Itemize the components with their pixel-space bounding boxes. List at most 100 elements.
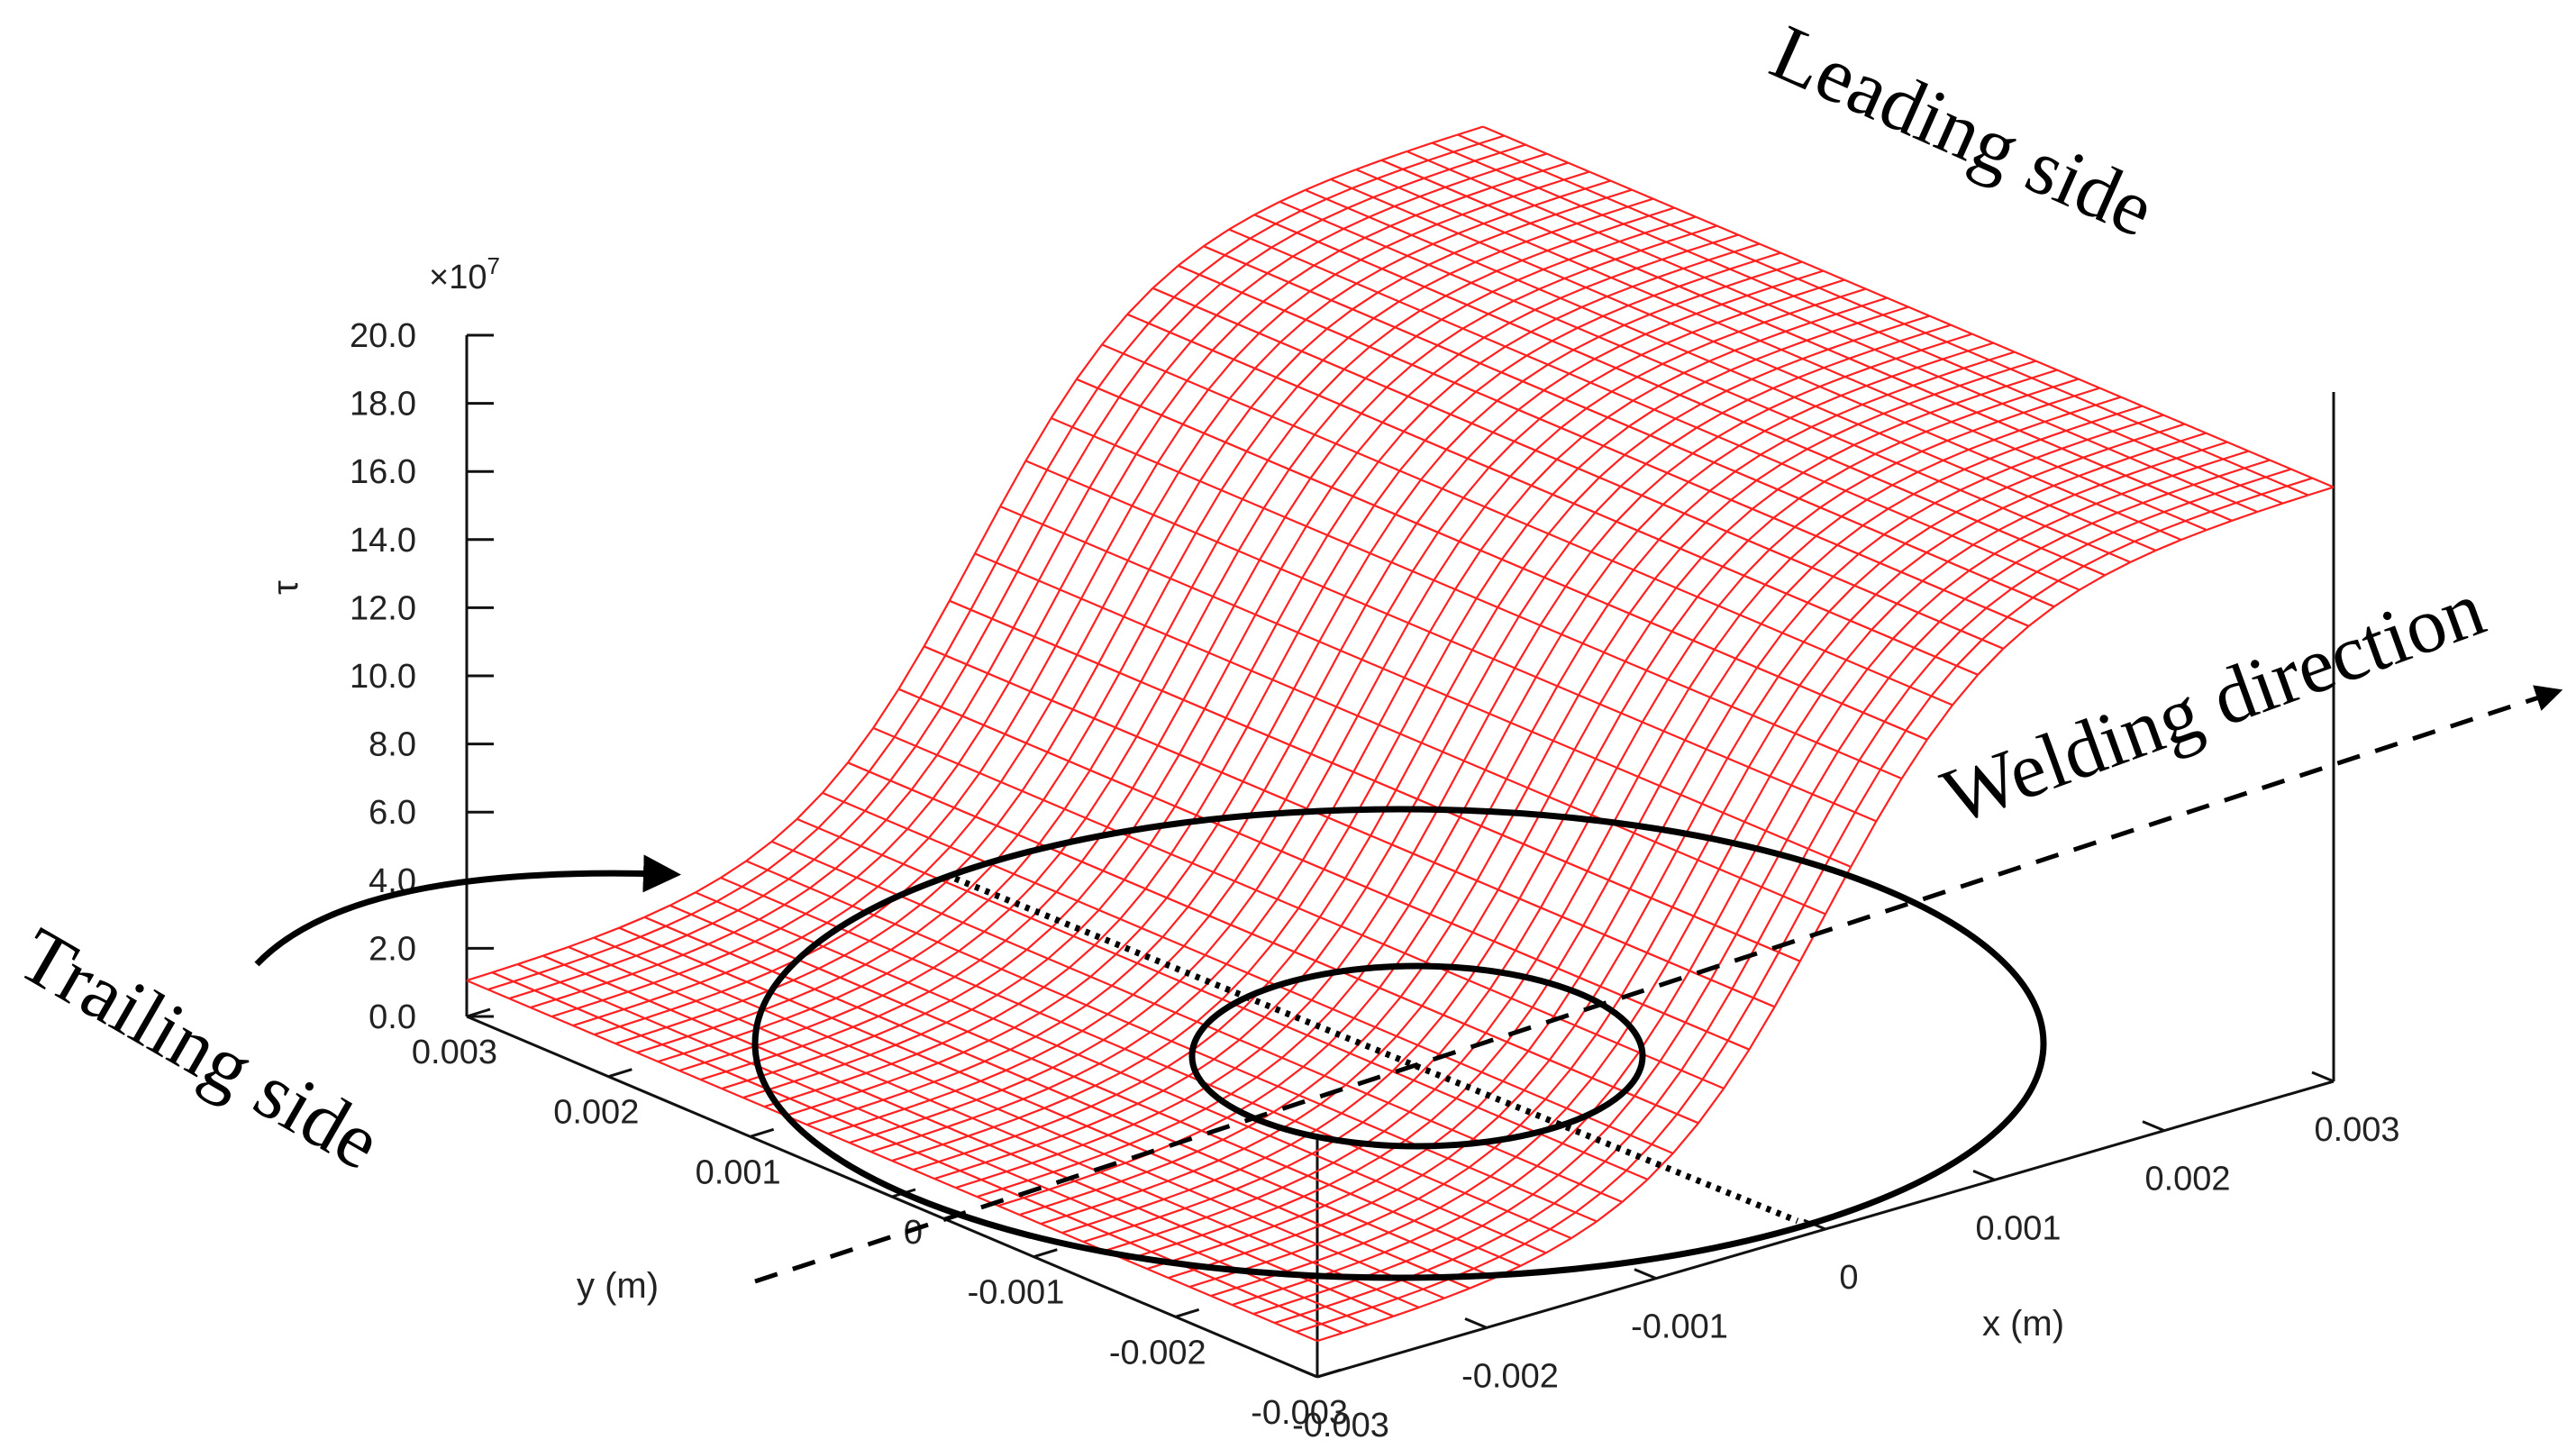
mesh-segment <box>1273 1225 1297 1236</box>
mesh-segment <box>975 985 998 997</box>
mesh-segment <box>1721 412 1744 424</box>
mesh-segment <box>1218 1252 1245 1263</box>
mesh-segment <box>1333 1162 1355 1173</box>
mesh-segment <box>1508 213 1531 224</box>
mesh-segment <box>674 981 701 993</box>
mesh-segment <box>2009 368 2033 379</box>
mesh-segment <box>1722 565 1745 577</box>
mesh-segment <box>1573 703 1601 751</box>
mesh-segment <box>1297 586 1324 633</box>
mesh-segment <box>966 864 994 892</box>
mesh-segment <box>1579 1161 1607 1185</box>
mesh-segment <box>1230 1076 1258 1096</box>
mesh-segment <box>1892 612 1919 640</box>
mesh-segment <box>1556 458 1579 469</box>
mesh-segment <box>1501 558 1524 570</box>
mesh-segment <box>1789 405 1816 419</box>
mesh-segment <box>2096 493 2122 506</box>
mesh-segment <box>805 913 828 925</box>
mesh-segment <box>971 1116 995 1128</box>
mesh-segment <box>1593 249 1616 260</box>
mesh-segment <box>1320 1213 1347 1226</box>
mesh-segment <box>678 1062 705 1072</box>
mesh-segment <box>1213 1039 1241 1061</box>
mesh-segment <box>1290 1243 1317 1254</box>
mesh-segment <box>1819 385 1842 397</box>
mesh-segment <box>908 1080 934 1092</box>
mesh-segment <box>1596 1033 1618 1044</box>
mesh-segment <box>1794 506 1821 528</box>
mesh-segment <box>1022 977 1045 989</box>
mesh-segment <box>555 998 578 1010</box>
mesh-segment <box>1559 187 1586 198</box>
mesh-segment <box>924 999 951 1015</box>
mesh-segment <box>1506 1210 1530 1222</box>
mesh-segment <box>1470 269 1497 284</box>
mesh-segment <box>2257 502 2283 514</box>
mesh-segment <box>1772 516 1796 528</box>
mesh-segment <box>1679 522 1707 550</box>
mesh-segment <box>687 934 709 945</box>
mesh-segment <box>1637 775 1661 788</box>
mesh-segment <box>1764 430 1787 442</box>
mesh-segment <box>1056 1030 1083 1047</box>
mesh-segment <box>1549 1059 1571 1071</box>
mesh-segment <box>1335 934 1363 971</box>
mesh-segment <box>1738 430 1766 447</box>
mesh-segment <box>1394 205 1416 217</box>
mesh-segment <box>1153 1002 1177 1014</box>
mesh-segment <box>869 1053 892 1065</box>
mesh-segment <box>1721 294 1748 305</box>
mesh-segment <box>1450 597 1478 642</box>
mesh-segment <box>1725 285 1748 297</box>
mesh-segment <box>1400 996 1423 1007</box>
mesh-segment <box>1348 505 1376 545</box>
mesh-segment <box>928 990 951 1002</box>
mesh-segment <box>712 922 734 934</box>
mesh-segment <box>1319 1103 1343 1115</box>
mesh-segment <box>979 771 1002 783</box>
mesh-segment <box>1203 432 1226 443</box>
mesh-segment <box>1597 324 1625 338</box>
mesh-segment <box>1293 641 1321 689</box>
mesh-segment <box>1344 834 1372 879</box>
mesh-segment <box>2261 485 2288 496</box>
mesh-segment <box>1777 358 1803 370</box>
mesh-segment <box>1390 523 1418 563</box>
mesh-segment <box>720 877 743 889</box>
mesh-segment <box>1497 568 1525 608</box>
mesh-segment <box>1499 143 1526 154</box>
mesh-segment <box>1157 461 1179 474</box>
mesh-segment <box>959 1170 982 1181</box>
mesh-segment <box>1552 977 1580 1017</box>
mesh-segment <box>2210 501 2237 513</box>
mesh-segment <box>991 617 1015 629</box>
mesh-segment <box>641 1026 667 1037</box>
mesh-segment <box>1492 408 1519 433</box>
mesh-segment <box>542 945 569 957</box>
mesh-segment <box>1900 570 1924 582</box>
mesh-segment <box>580 981 607 993</box>
mesh-segment <box>1496 269 1519 281</box>
mesh-segment <box>1243 1147 1266 1159</box>
y-tick-mark <box>607 1068 633 1079</box>
mesh-segment <box>1642 961 1670 1006</box>
mesh-segment <box>980 1179 1004 1190</box>
mesh-segment <box>959 1060 986 1073</box>
mesh-segment <box>1921 450 1944 461</box>
mesh-segment <box>2044 513 2071 527</box>
mesh-segment <box>832 1107 859 1118</box>
mesh-segment <box>687 922 714 936</box>
mesh-segment <box>1666 342 1689 353</box>
mesh-segment <box>1789 416 1812 428</box>
mesh-segment <box>2163 501 2190 514</box>
mesh-segment <box>1173 273 1200 298</box>
mesh-segment <box>1493 940 1516 952</box>
mesh-segment <box>516 963 540 975</box>
mesh-segment <box>874 1134 897 1145</box>
mesh-segment <box>1013 626 1035 638</box>
mesh-segment <box>1368 205 1396 218</box>
mesh-segment <box>487 989 510 1000</box>
mesh-segment <box>1234 1067 1258 1079</box>
mesh-segment <box>1884 720 1907 732</box>
